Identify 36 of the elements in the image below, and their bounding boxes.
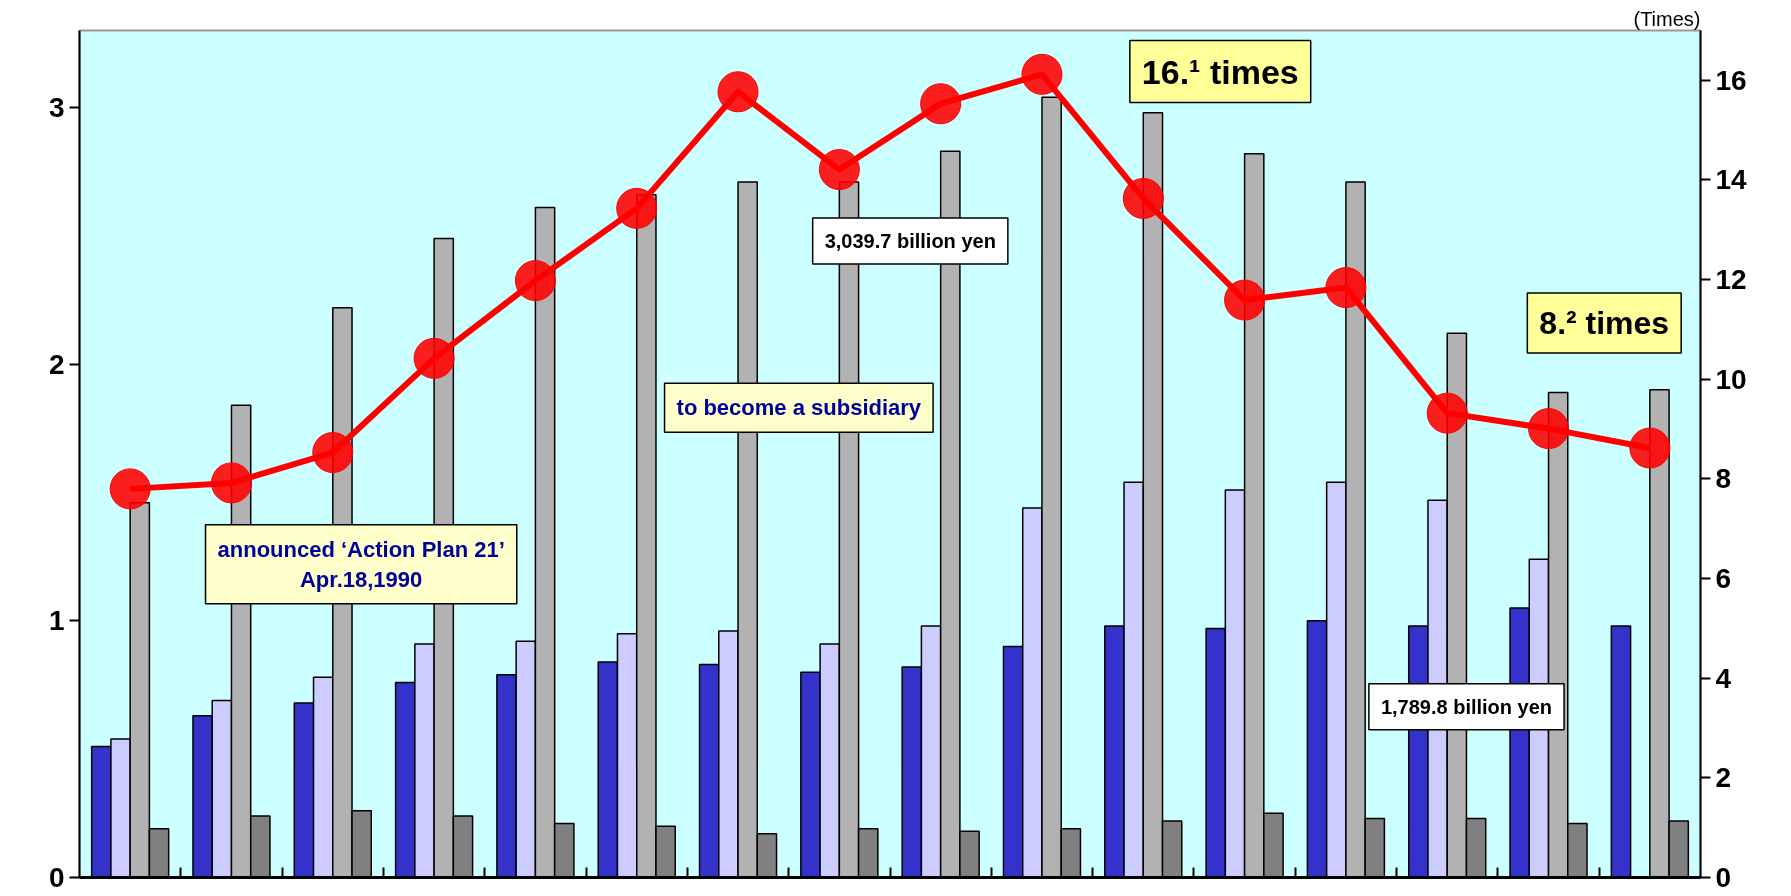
point — [717, 71, 759, 113]
y-tick-label: 2 — [48, 348, 65, 380]
y2-tick-label: 12 — [1715, 264, 1747, 296]
y2-tick-label: 2 — [1715, 762, 1732, 794]
y2-tick-label: 14 — [1715, 164, 1748, 196]
point — [1528, 408, 1570, 450]
point — [1122, 177, 1164, 219]
point — [109, 468, 151, 510]
annotation: to become a subsidiary — [676, 395, 922, 421]
point — [210, 462, 252, 504]
annotation: 8.² times — [1539, 305, 1670, 342]
y2-tick-label: 6 — [1715, 563, 1732, 595]
y2-tick-label: 0 — [1715, 862, 1732, 893]
y-tick-label: 3 — [48, 92, 65, 123]
point — [920, 83, 962, 125]
point — [1426, 392, 1468, 434]
annotation: announced ‘Action Plan 21’ Apr.18,1990 — [217, 536, 505, 592]
point — [616, 187, 658, 229]
point — [312, 432, 354, 473]
point — [514, 260, 556, 302]
annotation: 3,039.7 billion yen — [824, 229, 996, 252]
y2-tick-label: 16 — [1715, 64, 1747, 96]
point — [1021, 53, 1063, 95]
y2-tick-label: 10 — [1715, 363, 1747, 395]
point — [1629, 427, 1671, 469]
point — [1224, 279, 1266, 321]
y2-tick-label: 4 — [1715, 662, 1732, 694]
point — [413, 337, 455, 379]
y2-axis-title: (Times) — [1633, 7, 1701, 30]
y-tick-label: 0 — [48, 862, 65, 893]
point — [818, 149, 860, 190]
point — [1325, 267, 1367, 309]
y-tick-label: 1 — [48, 605, 65, 637]
annotation: 16.¹ times — [1141, 52, 1299, 91]
y2-tick-label: 8 — [1715, 463, 1732, 495]
annotation: 1,789.8 billion yen — [1380, 695, 1553, 718]
